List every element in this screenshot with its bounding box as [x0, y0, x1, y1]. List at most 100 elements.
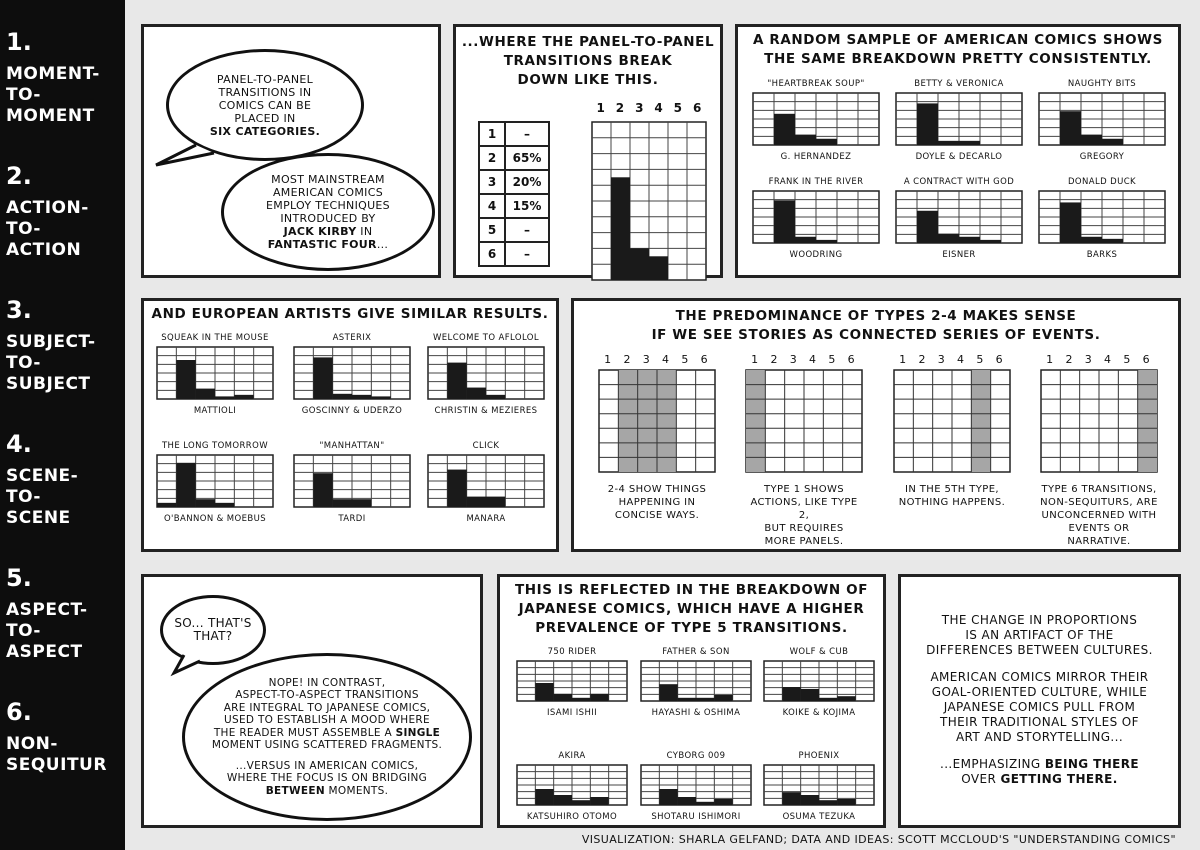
bubble-line: TRANSITIONS IN	[218, 85, 312, 99]
chart-author: BARKS	[1086, 250, 1118, 260]
chart-title: FATHER & SON	[662, 647, 730, 657]
highlight-column-6	[1137, 370, 1157, 472]
chart-title: SQUEAK IN THE MOUSE	[161, 333, 269, 343]
title-text: ARTISTS GIVE SIMILAR RESULTS.	[284, 306, 549, 322]
sidebar-label: NON- SEQUITUR	[6, 734, 125, 776]
chart-grid	[427, 346, 545, 404]
chart-grid	[293, 346, 411, 404]
chart-title: THE LONG TOMORROW	[161, 441, 269, 451]
chart-grid	[427, 454, 545, 512]
sidebar-label-line: ASPECT	[6, 642, 83, 662]
chart-author: GOSCINNY & UDERZO	[301, 406, 403, 416]
bar-2	[1060, 202, 1081, 243]
sidebar-number: 6.	[6, 698, 32, 726]
bar-2	[1060, 111, 1081, 145]
bar-chart-svg	[640, 660, 752, 702]
type-grid: 1 2 3 4 5 6 2-4 SHOW THINGS HAPPENING IN CONCISE…	[598, 353, 716, 522]
column-number: 6	[700, 353, 708, 366]
type-number: 6	[478, 241, 506, 267]
breakdown-row: 3 20%	[478, 169, 550, 195]
title-text: COMICS SHOWS	[1034, 32, 1163, 48]
bubble-text: THE READER MUST ASSEMBLE A	[213, 726, 392, 739]
column-number: 1	[751, 353, 759, 366]
column-number: 4	[662, 353, 670, 366]
type-percentage: 20%	[504, 169, 550, 195]
column-number: 1	[1046, 353, 1054, 366]
column-number: 3	[635, 101, 644, 115]
bar-2	[774, 200, 795, 243]
bar-chart-svg	[763, 764, 875, 806]
caption-line: TYPE 1 SHOWS	[763, 484, 845, 495]
sidebar-item-4: 4. SCENE- TO- SCENE	[6, 432, 125, 529]
text-fragment: OVER	[961, 772, 997, 786]
chart-title: FRANK IN THE RIVER	[768, 177, 864, 187]
bar-4	[649, 256, 668, 280]
type-percentage: 65%	[504, 145, 550, 171]
sidebar-number: 1.	[6, 28, 32, 56]
type-number: 2	[478, 145, 506, 171]
chart-grid	[293, 454, 411, 512]
text-line: GOAL-ORIENTED CULTURE, WHILE	[931, 685, 1148, 699]
bar-2	[917, 103, 938, 145]
question-bubble: SO... THAT'S THAT?	[160, 595, 266, 665]
european-title: AND EUROPEAN ARTISTS GIVE SIMILAR RESULT…	[144, 305, 556, 324]
chart-author: EISNER	[942, 250, 976, 260]
bar-4	[959, 140, 980, 145]
mini-chart: FATHER & SON HAYASHI & OSHIMA	[640, 647, 752, 718]
sidebar-label-line: TO-	[6, 621, 41, 641]
bar-2	[447, 362, 467, 399]
sidebar-item-6: 6. NON- SEQUITUR	[6, 700, 125, 776]
type-number: 1	[478, 121, 506, 147]
mini-chart: WOLF & CUB KOIKE & KOJIMA	[763, 647, 875, 718]
type-caption: IN THE 5TH TYPE, NOTHING HAPPENS.	[893, 483, 1011, 509]
chart-grid	[640, 764, 752, 810]
bubble-line: ASPECT-TO-ASPECT TRANSITIONS	[235, 689, 419, 702]
american-panel: A RANDOM SAMPLE OF AMERICAN COMICS SHOWS…	[735, 24, 1181, 278]
caption-line: UNCONCERNED WITH	[1041, 510, 1157, 521]
intro-panel: PANEL-TO-PANEL TRANSITIONS IN COMICS CAN…	[141, 24, 441, 278]
bar-5	[980, 239, 1001, 243]
bar-4	[352, 499, 372, 507]
breakdown-chart	[591, 121, 707, 285]
title-line: THE PREDOMINANCE OF TYPES 2-4 MAKES SENS…	[675, 308, 1077, 324]
sidebar-number: 4.	[6, 430, 32, 458]
bar-5	[837, 799, 856, 805]
highlight-column-5	[971, 370, 991, 472]
caption-line: ACTIONS, LIKE TYPE 2,	[750, 497, 858, 521]
type-grid: 1 2 3 4 5 6 TYPE 6 TRANSITIONS, NON-SEQUITURS, …	[1040, 353, 1158, 548]
title-bold: AMERICAN	[943, 32, 1029, 48]
bubble-line: MOMENT USING SCATTERED FRAGMENTS.	[211, 739, 443, 752]
highlight-column-1	[746, 370, 766, 472]
column-number: 5	[681, 353, 689, 366]
bubble-line: ...VERSUS IN AMERICAN COMICS,	[235, 759, 419, 772]
sidebar-label: ASPECT- TO- ASPECT	[6, 600, 125, 663]
sidebar-label-line: MOMENT-	[6, 64, 100, 84]
type-grid-svg	[745, 369, 863, 473]
bar-chart-svg	[156, 346, 274, 400]
column-number: 5	[673, 101, 683, 115]
chart-author: KATSUHIRO OTOMO	[526, 812, 618, 822]
text-line: AMERICAN COMICS MIRROR THEIR	[930, 670, 1149, 684]
bar-chart-svg	[1038, 92, 1166, 146]
bubble-line: MOST MAINSTREAM	[271, 173, 385, 186]
bar-4	[352, 394, 372, 399]
text-bold: GETTING THERE.	[1000, 772, 1118, 786]
bar-4	[816, 239, 837, 243]
column-number: 3	[937, 353, 945, 366]
mini-chart: THE LONG TOMORROW O'BANNON & MOEBUS	[156, 441, 274, 524]
text-line: IS AN ARTIFACT OF THE	[965, 628, 1114, 642]
column-number: 4	[654, 101, 663, 115]
text-line: DIFFERENCES BETWEEN CULTURES.	[926, 643, 1153, 657]
bar-5	[371, 396, 391, 399]
type-caption: TYPE 1 SHOWS ACTIONS, LIKE TYPE 2, BUT REQ…	[745, 483, 863, 548]
bar-3	[466, 387, 486, 399]
bar-2	[782, 792, 801, 805]
bar-chart-svg	[427, 346, 545, 400]
bar-chart-svg	[293, 346, 411, 400]
dialog-panel: SO... THAT'S THAT? NOPE! IN CONTRAST, AS…	[141, 574, 483, 828]
bar-2	[917, 210, 938, 243]
chart-title: A CONTRACT WITH GOD	[903, 177, 1015, 187]
